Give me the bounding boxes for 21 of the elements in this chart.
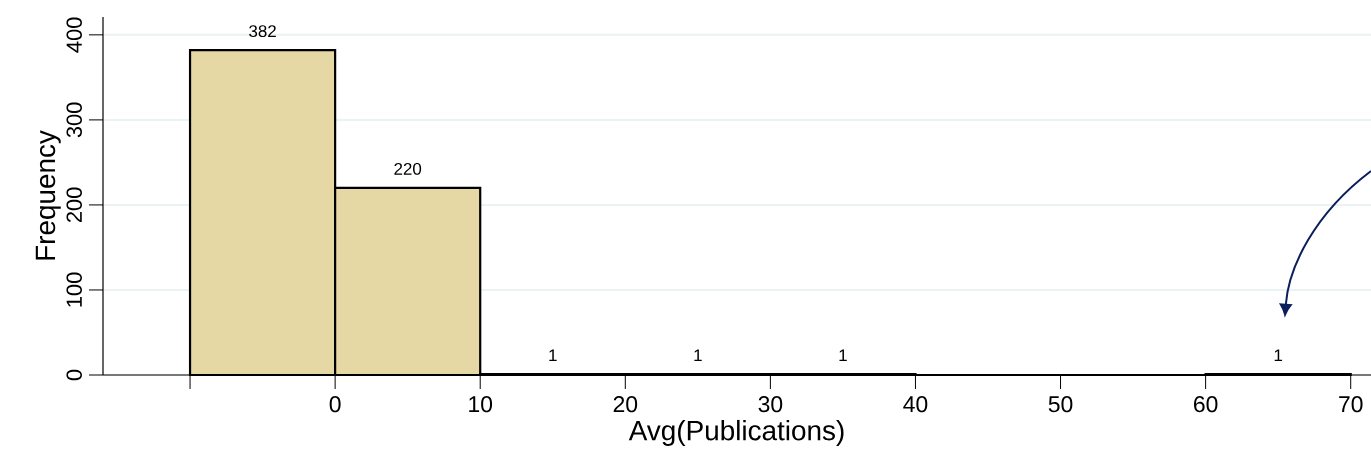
data-label: 1 — [1274, 349, 1283, 362]
x-tick-label: 40 — [903, 396, 928, 413]
y-axis-title: Frequency — [35, 130, 61, 260]
x-tick-label: 20 — [613, 396, 638, 413]
x-tick-label: 0 — [329, 396, 341, 413]
y-tick-label: 400 — [66, 17, 82, 53]
x-tick-label: 10 — [469, 396, 493, 413]
x-tick-label: 30 — [758, 396, 783, 413]
data-label: 1 — [694, 349, 702, 362]
x-tick-label: 70 — [1339, 396, 1363, 413]
x-tick-label: 60 — [1194, 396, 1218, 413]
y-tick-label: 0 — [66, 369, 82, 381]
x-tick-label: 50 — [1048, 396, 1073, 413]
data-label: 1 — [839, 349, 847, 362]
x-axis-title: Avg(Publications) — [628, 419, 844, 446]
y-tick-label: 300 — [66, 102, 82, 138]
y-tick-label: 100 — [66, 272, 82, 307]
data-label: 1 — [549, 349, 557, 362]
y-tick-label: 200 — [66, 187, 82, 223]
data-label: 220 — [394, 162, 422, 175]
data-label: 382 — [249, 25, 276, 38]
